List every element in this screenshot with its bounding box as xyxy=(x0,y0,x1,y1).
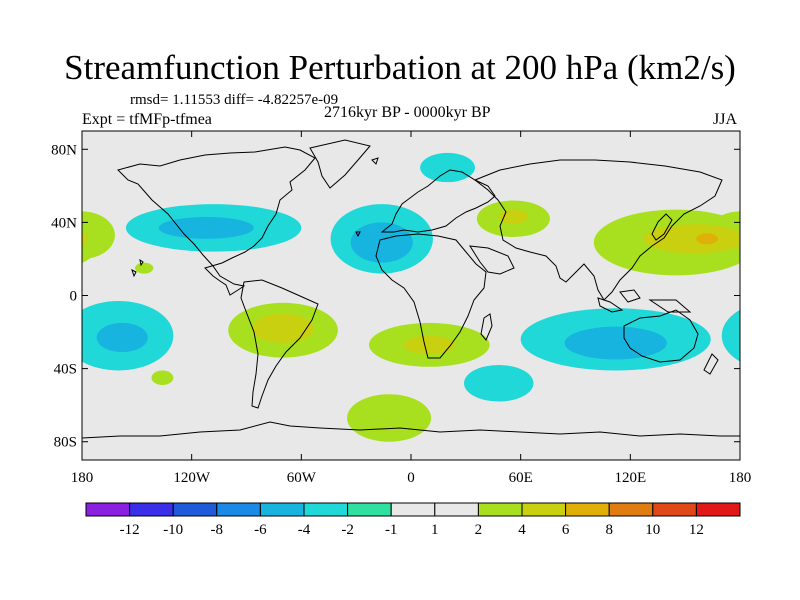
colorbar-label: 10 xyxy=(645,522,660,538)
colorbar-label: -1 xyxy=(385,522,398,538)
colorbar-box xyxy=(608,502,654,517)
coastline-north-america xyxy=(117,146,316,296)
y-tick-label: 40N xyxy=(51,215,77,231)
chart-title: Streamfunction Perturbation at 200 hPa (… xyxy=(64,48,736,87)
field-region xyxy=(347,394,432,442)
field-region xyxy=(498,209,528,225)
colorbar-box xyxy=(172,502,218,517)
coastline-new-zealand xyxy=(703,353,719,375)
x-tick-label: 120E xyxy=(614,470,646,486)
field-region xyxy=(151,370,174,386)
field-region xyxy=(135,262,154,274)
y-tick-label: 80S xyxy=(54,435,77,451)
colorbar-label: 12 xyxy=(689,522,704,538)
coastline-australia xyxy=(623,309,699,363)
colorbar-label: -4 xyxy=(298,522,311,538)
field-region xyxy=(158,216,254,239)
colorbar-box xyxy=(521,502,567,517)
colorbar-box xyxy=(259,502,305,517)
colorbar-label: -10 xyxy=(163,522,183,538)
colorbar-label: 4 xyxy=(518,522,526,538)
colorbar-box xyxy=(477,502,523,517)
y-tick-label: 80N xyxy=(51,142,77,158)
field-region xyxy=(251,313,315,344)
colorbar-box xyxy=(695,502,741,517)
y-tick-label: 40S xyxy=(54,362,77,378)
field-region xyxy=(82,232,88,246)
x-tick-label: 180 xyxy=(729,470,752,486)
coastline-islands xyxy=(131,157,379,278)
x-tick-label: 60E xyxy=(509,470,533,486)
field-region xyxy=(696,233,719,245)
stats-line: rmsd= 1.11553 diff= -4.82257e-09 xyxy=(130,92,339,108)
colorbar-label: -8 xyxy=(211,522,224,538)
field-region xyxy=(403,335,455,354)
field-region xyxy=(721,309,740,362)
coastline-south-america xyxy=(240,279,319,409)
field-region xyxy=(464,364,534,402)
colorbar-label: 6 xyxy=(562,522,570,538)
field-region xyxy=(96,322,148,353)
coastline-africa xyxy=(375,233,487,359)
x-tick-label: 60W xyxy=(287,470,317,486)
coastline-madagascar xyxy=(480,313,493,341)
coastline-greenland xyxy=(309,139,371,189)
y-tick-label: 0 xyxy=(70,289,78,305)
coastline-japan xyxy=(651,213,673,241)
experiment-label: Expt = tfMFp-tfmea xyxy=(82,111,212,128)
coastline-asia xyxy=(473,159,723,301)
period-label: 2716kyr BP - 0000kyr BP xyxy=(324,104,491,121)
colorbar-label: -2 xyxy=(341,522,354,538)
field-region xyxy=(82,221,101,264)
field-region xyxy=(350,222,413,263)
field-region xyxy=(643,224,740,254)
colorbar-box xyxy=(434,502,479,517)
coastline-europe xyxy=(380,169,496,233)
field-region xyxy=(564,326,667,360)
colorbar: -12 -10 -8 -6 -4 -2 -1 1 2 4 6 8 10 12 xyxy=(85,502,741,538)
colorbar-box xyxy=(216,502,261,517)
axis-layer: 180 120W 60W 0 60E 120E 180 80N 40N 0 40S 80S xyxy=(51,131,751,486)
colorbar-label: 8 xyxy=(605,522,613,538)
season-label: JJA xyxy=(713,111,738,128)
colorbar-box xyxy=(347,502,392,517)
colorbar-box xyxy=(390,502,436,517)
colorbar-label: 1 xyxy=(431,522,439,538)
colorbar-box xyxy=(652,502,697,517)
colorbar-box xyxy=(565,502,610,517)
coastline-layer xyxy=(82,139,740,439)
colorbar-label: -12 xyxy=(120,522,140,538)
x-tick-label: 120W xyxy=(173,470,211,486)
field-region xyxy=(420,152,475,183)
colorbar-label: 2 xyxy=(475,522,483,538)
field-layer xyxy=(82,152,740,442)
colorbar-box xyxy=(303,502,349,517)
colorbar-box xyxy=(85,502,131,517)
colorbar-label: -6 xyxy=(254,522,267,538)
colorbar-box xyxy=(129,502,174,517)
coastline-arabia xyxy=(469,245,515,275)
coastline-indonesia xyxy=(597,289,692,313)
coastline-antarctica xyxy=(82,421,740,439)
x-tick-label: 0 xyxy=(407,470,415,486)
x-tick-label: 180 xyxy=(71,470,94,486)
